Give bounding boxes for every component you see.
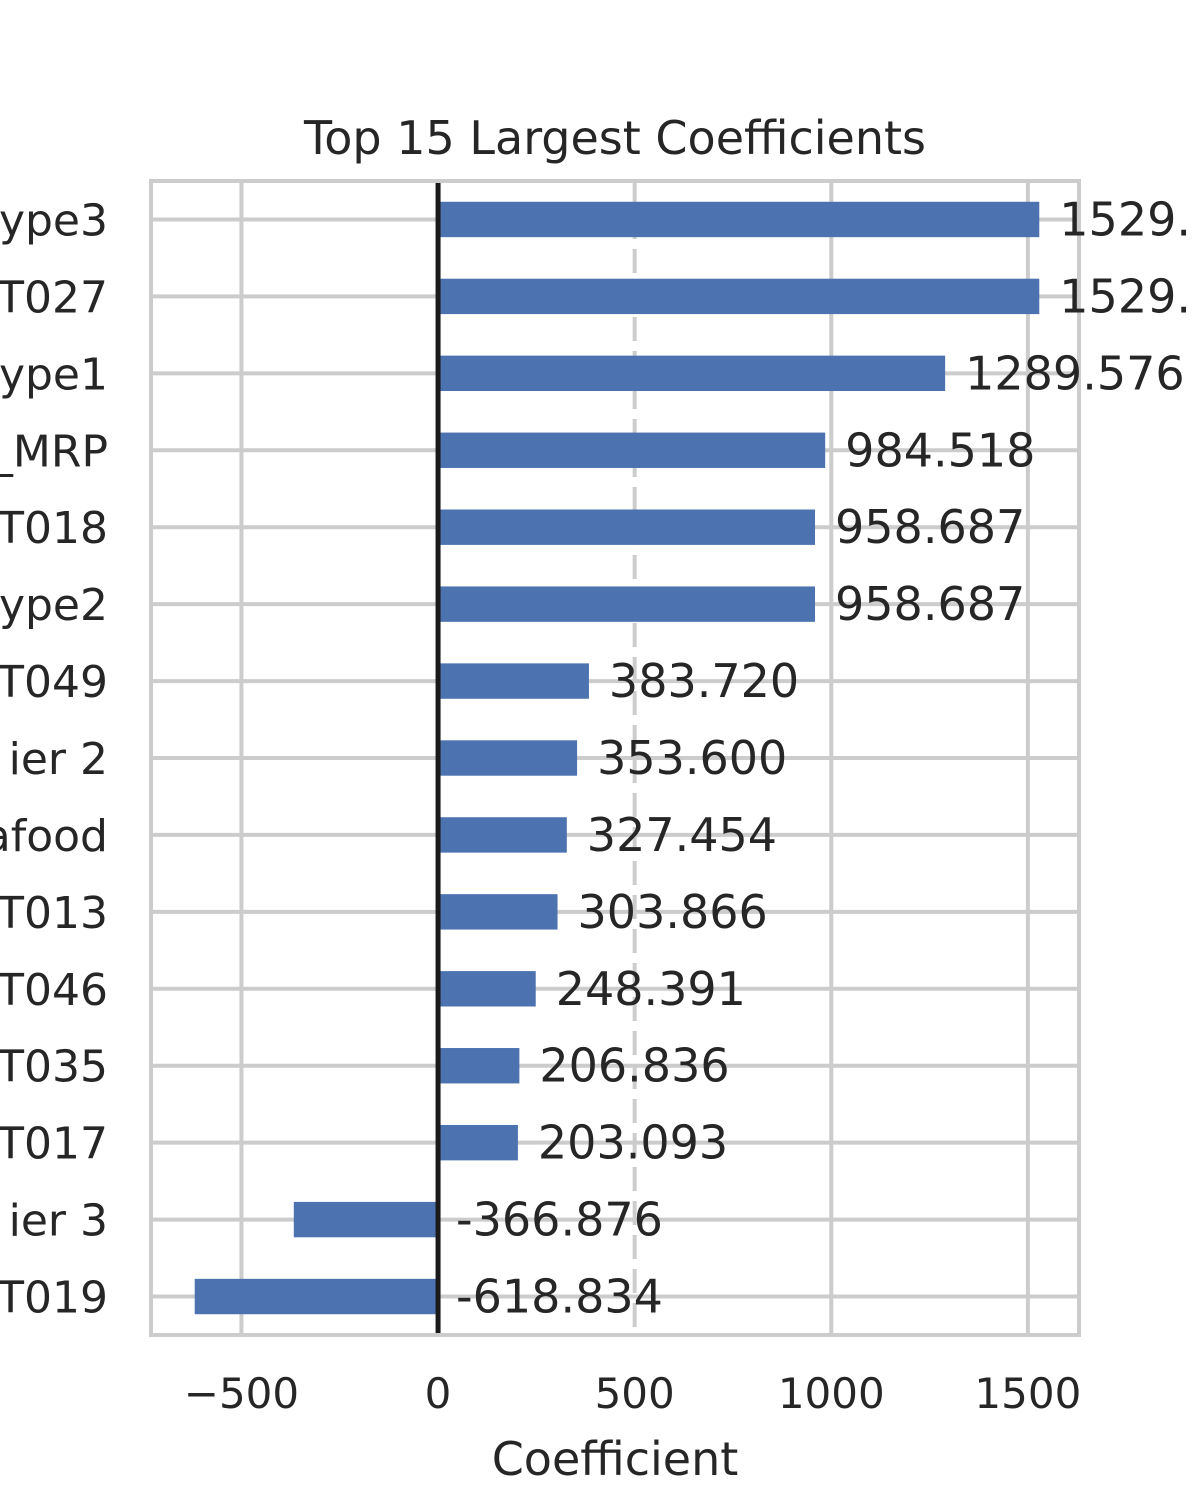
value-label: 958.687 [835, 577, 1025, 631]
bar [438, 817, 567, 853]
value-label: 353.600 [597, 731, 787, 785]
bar [438, 586, 816, 622]
category-label: ype3 [0, 195, 108, 246]
bar [438, 971, 536, 1007]
bar [438, 663, 589, 699]
value-label: 1529. [1059, 192, 1191, 246]
value-labels: 1529. 1529. 1289.576 984.518 958.687 958.687 3… [456, 192, 1191, 1323]
category-label: afood [0, 811, 108, 862]
x-axis-label: Coefficient [492, 1432, 739, 1486]
x-tick-label: 1000 [778, 1369, 885, 1418]
value-label: 203.093 [538, 1116, 728, 1170]
plot-frame [149, 179, 1081, 1337]
category-label: T019 [0, 1273, 108, 1324]
bar [194, 1278, 439, 1315]
value-label: 984.518 [845, 423, 1035, 477]
bar [438, 355, 946, 392]
x-tick-label: −500 [184, 1369, 299, 1418]
bar [293, 1201, 439, 1238]
value-label: 958.687 [835, 500, 1025, 554]
value-label: 303.866 [578, 885, 768, 939]
value-label: 327.454 [587, 808, 777, 862]
bars [194, 201, 1040, 1315]
category-label: T013 [0, 888, 108, 939]
bar [438, 1124, 518, 1161]
category-label: ier 2 [9, 734, 108, 785]
chart-title: Top 15 Largest Coefficients [303, 111, 926, 165]
category-label: ype2 [0, 580, 108, 631]
category-label: ier 3 [9, 1196, 108, 1247]
x-tick-label: 0 [425, 1369, 452, 1418]
category-label: T018 [0, 503, 108, 554]
bar [438, 740, 578, 776]
category-label: T035 [0, 1042, 108, 1093]
value-label: 1529. [1059, 269, 1191, 323]
value-label: 383.720 [609, 654, 799, 708]
x-tick-label: 500 [595, 1369, 675, 1418]
value-label: 1289.576 [965, 346, 1185, 400]
category-label: T027 [0, 272, 108, 323]
category-labels: ype3 T027 ype1 _MRP T018 ype2 T049 ier 2 afood T0… [0, 195, 108, 1323]
bar [438, 201, 1040, 238]
bar [438, 432, 826, 468]
value-label: -366.876 [456, 1193, 663, 1247]
category-label: ype1 [0, 349, 108, 400]
category-label: T017 [0, 1119, 108, 1170]
value-label: 206.836 [539, 1039, 729, 1093]
value-label: 248.391 [556, 962, 746, 1016]
value-label: -618.834 [456, 1270, 663, 1324]
category-label: T049 [0, 657, 108, 708]
x-tick-labels: −500 0 500 1000 1500 [184, 1369, 1082, 1418]
bar [438, 509, 816, 545]
bar [438, 1048, 520, 1084]
category-label: _MRP [0, 426, 108, 477]
x-tick-label: 1500 [974, 1369, 1081, 1418]
category-label: T046 [0, 965, 108, 1016]
bar [438, 894, 558, 930]
bar [438, 278, 1040, 315]
